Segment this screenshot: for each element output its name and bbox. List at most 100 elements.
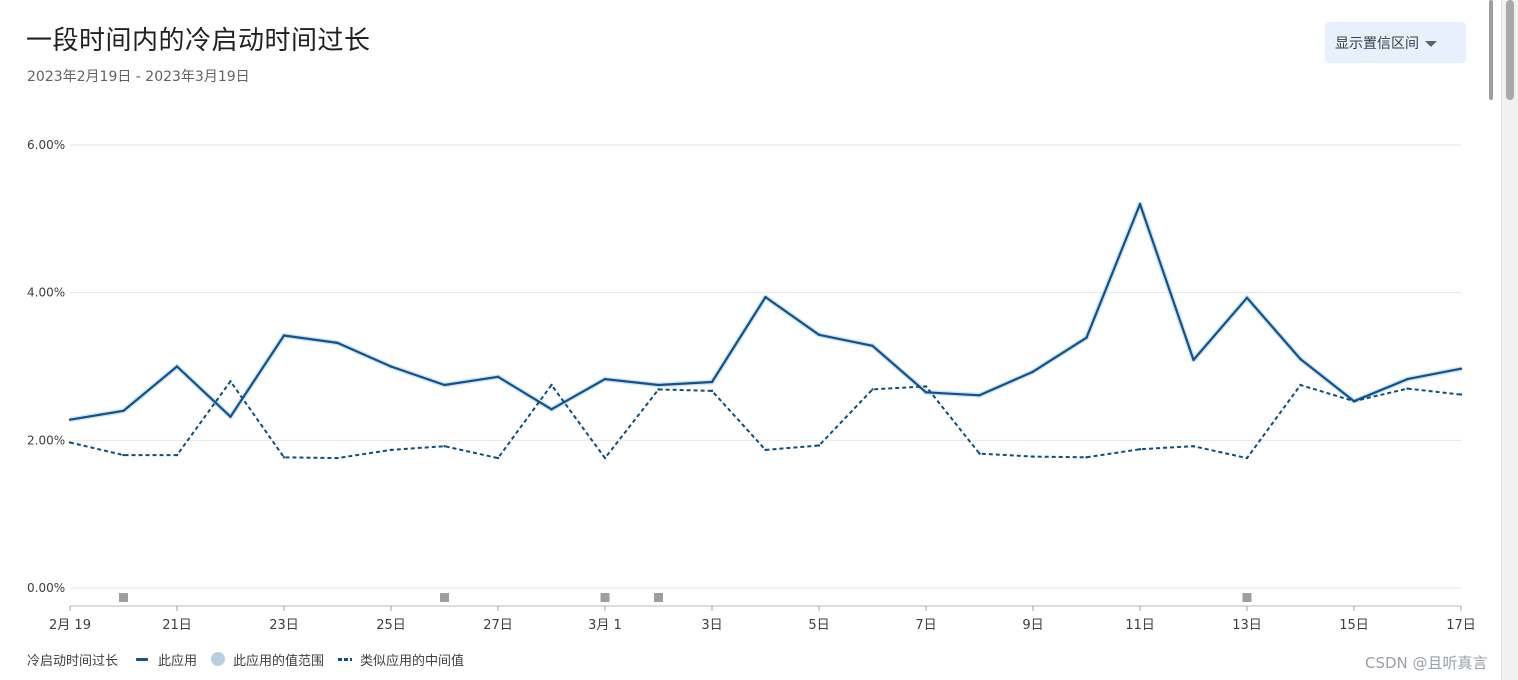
- x-tick-label: 2月 19: [49, 618, 91, 633]
- data-point-peer-median: [336, 456, 339, 460]
- legend-solid-line-swatch: [136, 657, 149, 661]
- data-point-this-app: [710, 380, 714, 384]
- watermark: CSDN @且听真言: [1365, 654, 1488, 672]
- data-point-peer-median: [1299, 383, 1302, 387]
- data-point-this-app: [817, 333, 821, 336]
- data-point-this-app: [1085, 336, 1088, 339]
- data-point-this-app: [924, 391, 928, 394]
- legend-label-peer-median: 类似应用的中间值: [360, 653, 465, 669]
- x-tick-label: 25日: [376, 618, 406, 633]
- event-marker: [119, 593, 128, 602]
- event-marker: [440, 593, 449, 602]
- x-tick-label: 9日: [1022, 618, 1043, 633]
- legend-range-swatch: [211, 652, 226, 666]
- date-range: 2023年2月19日 - 2023年3月19日: [27, 69, 250, 85]
- data-point-this-app: [68, 418, 72, 421]
- data-point-peer-median: [871, 388, 874, 391]
- data-point-peer-median: [1352, 400, 1356, 403]
- legend-item-peer-median[interactable]: 类似应用的中间值: [338, 650, 464, 669]
- data-point-this-app: [336, 341, 339, 345]
- y-tick-label: 2.00%: [27, 433, 65, 447]
- x-tick-label: 23日: [269, 618, 299, 633]
- data-point-this-app: [175, 365, 179, 368]
- data-point-this-app: [657, 383, 660, 387]
- data-point-this-app: [389, 365, 393, 368]
- data-point-peer-median: [550, 383, 553, 387]
- data-point-this-app: [1031, 370, 1035, 373]
- data-point-peer-median: [68, 441, 72, 444]
- show-confidence-interval-button[interactable]: 显示置信区间: [1325, 22, 1466, 63]
- x-tick-label: 11日: [1125, 618, 1155, 633]
- data-point-this-app: [1192, 358, 1195, 362]
- data-point-peer-median: [657, 388, 660, 391]
- legend-title: 冷启动时间过长: [27, 653, 119, 669]
- data-point-this-app: [122, 409, 125, 412]
- y-tick-label: 6.00%: [27, 138, 65, 152]
- data-point-peer-median: [817, 444, 821, 447]
- data-point-this-app: [443, 383, 446, 387]
- data-point-this-app: [1138, 202, 1142, 206]
- x-tick-label: 27日: [483, 618, 513, 633]
- event-marker: [1242, 593, 1252, 602]
- data-point-this-app: [1245, 296, 1249, 300]
- data-point-peer-median: [710, 389, 714, 393]
- data-point-this-app: [1299, 357, 1302, 361]
- x-tick-label: 3月 1: [588, 618, 622, 633]
- data-point-this-app: [1459, 367, 1463, 370]
- data-point-peer-median: [1031, 455, 1035, 458]
- chart-title: 一段时间内的冷启动时间过长: [26, 26, 371, 56]
- x-tick-label: 17日: [1446, 618, 1476, 633]
- x-tick-label: 15日: [1339, 618, 1369, 633]
- data-point-peer-median: [496, 456, 500, 460]
- data-point-this-app: [1406, 377, 1409, 381]
- data-point-peer-median: [122, 453, 125, 457]
- data-point-this-app: [496, 375, 500, 379]
- data-point-this-app: [282, 334, 286, 337]
- data-point-peer-median: [175, 453, 179, 457]
- series-line-peer-median: [69, 380, 1462, 460]
- this-app-range-band: [69, 201, 1462, 423]
- x-tick-label: 13日: [1232, 618, 1262, 633]
- data-point-peer-median: [1085, 456, 1088, 459]
- scrollbar[interactable]: [1501, 0, 1518, 680]
- legend-label-range: 此应用的值范围: [233, 653, 325, 669]
- legend-item-range[interactable]: 此应用的值范围: [211, 650, 324, 669]
- data-point-this-app: [550, 408, 553, 411]
- series-line-this-app: [69, 203, 1462, 421]
- x-tick-label: 7日: [915, 618, 936, 633]
- data-point-peer-median: [924, 385, 928, 388]
- event-marker: [600, 593, 610, 602]
- line-chart: 0.00% 2.00% 4.00% 6.00% 2月 19 21日 23日 25日 27日 3月 …: [27, 138, 1476, 633]
- x-tick-label: 3日: [701, 618, 722, 633]
- data-point-this-app: [229, 415, 232, 418]
- data-point-peer-median: [978, 452, 981, 455]
- data-point-peer-median: [1459, 393, 1463, 396]
- data-point-peer-median: [603, 456, 607, 460]
- inner-scrollbar-thumb[interactable]: [1489, 0, 1493, 100]
- data-point-this-app: [603, 377, 607, 381]
- data-point-this-app: [871, 344, 874, 348]
- data-point-peer-median: [443, 445, 446, 448]
- data-point-peer-median: [1138, 447, 1142, 451]
- x-tick-label: 5日: [808, 618, 829, 633]
- legend-label-this-app: 此应用: [158, 653, 198, 669]
- data-point-peer-median: [1406, 387, 1409, 390]
- data-point-peer-median: [282, 456, 286, 459]
- scrollbar-thumb[interactable]: [1506, 0, 1514, 100]
- y-tick-label: 0.00%: [27, 581, 65, 595]
- data-point-peer-median: [389, 448, 393, 452]
- data-point-this-app: [764, 295, 767, 299]
- data-point-peer-median: [1192, 445, 1195, 448]
- data-point-this-app: [978, 394, 981, 397]
- data-point-peer-median: [1245, 456, 1249, 460]
- ci-button-label: 显示置信区间: [1335, 35, 1419, 52]
- legend: 冷启动时间过长 此应用 此应用的值范围 类似应用的中间值: [27, 650, 478, 669]
- legend-item-this-app[interactable]: 此应用: [136, 650, 197, 669]
- caret-down-icon: [1425, 40, 1437, 47]
- data-point-peer-median: [229, 380, 232, 383]
- y-tick-label: 4.00%: [27, 286, 65, 300]
- legend-dashed-line-swatch: [338, 657, 353, 661]
- data-point-peer-median: [764, 448, 767, 452]
- event-marker: [654, 593, 663, 602]
- x-tick-label: 21日: [162, 618, 192, 633]
